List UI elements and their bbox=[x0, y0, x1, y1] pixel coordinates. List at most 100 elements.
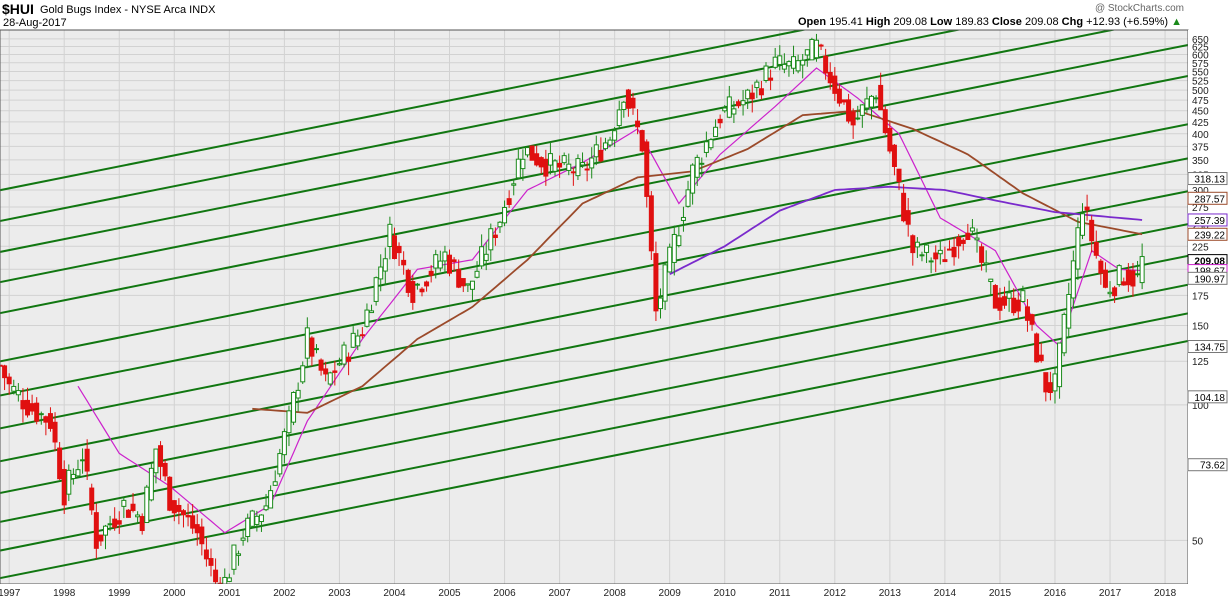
candle-body bbox=[534, 153, 540, 166]
candle-body bbox=[414, 283, 420, 286]
x-tick-label: 2017 bbox=[1099, 588, 1122, 599]
x-tick-label: 2013 bbox=[879, 588, 902, 599]
x-tick-label: 2016 bbox=[1044, 588, 1067, 599]
candle-body bbox=[735, 101, 741, 107]
candle-body bbox=[635, 120, 641, 128]
candle-body bbox=[341, 344, 347, 365]
candle-body bbox=[974, 237, 980, 241]
candle-body bbox=[38, 413, 44, 416]
candle-body bbox=[713, 126, 719, 138]
candle-body bbox=[1121, 281, 1127, 286]
candle-body bbox=[433, 254, 439, 269]
x-tick-label: 2007 bbox=[548, 588, 571, 599]
candle-body bbox=[263, 505, 269, 511]
candle-body bbox=[144, 486, 150, 524]
candle-body bbox=[121, 499, 127, 507]
y-tick-label: 150 bbox=[1192, 322, 1209, 333]
x-tick-label: 2018 bbox=[1154, 588, 1177, 599]
x-tick-label: 2014 bbox=[934, 588, 957, 599]
candle-body bbox=[1052, 373, 1058, 392]
candle-body bbox=[213, 569, 219, 583]
candle-body bbox=[1047, 382, 1053, 394]
candle-body bbox=[524, 147, 530, 156]
candle-body bbox=[905, 210, 911, 225]
channel-line bbox=[0, 283, 1188, 523]
candle-body bbox=[437, 260, 443, 269]
candle-body bbox=[488, 228, 494, 251]
candle-body bbox=[34, 402, 40, 422]
candle-body bbox=[951, 246, 957, 258]
candle-body bbox=[1070, 260, 1076, 299]
chart-date: 28-Aug-2017 bbox=[3, 17, 67, 29]
candle-body bbox=[281, 431, 287, 456]
candle-body bbox=[791, 56, 797, 69]
candle-body bbox=[451, 259, 457, 263]
plot-background bbox=[0, 30, 1188, 584]
candle-body bbox=[1015, 299, 1021, 312]
candle-body bbox=[171, 500, 177, 514]
candle-body bbox=[116, 520, 122, 525]
price-tag-label: 239.22 bbox=[1194, 230, 1225, 241]
candle-body bbox=[6, 376, 12, 385]
candle-body bbox=[910, 235, 916, 254]
candle-body bbox=[254, 515, 260, 525]
chart-header: $HUI Gold Bugs Index - NYSE Arca INDX 28… bbox=[0, 0, 1229, 30]
candle-body bbox=[57, 447, 63, 480]
candle-body bbox=[1112, 287, 1118, 297]
candle-body bbox=[167, 476, 173, 511]
candle-body bbox=[644, 141, 650, 197]
candle-body bbox=[538, 157, 544, 168]
candle-body bbox=[1093, 241, 1099, 256]
candle-body bbox=[447, 254, 453, 274]
candle-body bbox=[465, 283, 471, 286]
candle-body bbox=[580, 162, 586, 166]
candle-body bbox=[469, 280, 475, 290]
candle-body bbox=[593, 144, 599, 158]
candle-body bbox=[391, 235, 397, 260]
x-tick-label: 2006 bbox=[493, 588, 516, 599]
price-tag-box bbox=[1187, 213, 1228, 227]
channel-line bbox=[0, 74, 1188, 315]
candle-body bbox=[148, 467, 154, 501]
candle-body bbox=[268, 490, 274, 509]
y-tick-label: 50 bbox=[1192, 536, 1204, 547]
moving-average-line bbox=[669, 185, 1143, 276]
candle-body bbox=[589, 157, 595, 169]
x-tick-label: 2010 bbox=[714, 588, 737, 599]
candle-body bbox=[1102, 269, 1108, 288]
candle-body bbox=[1098, 260, 1104, 274]
candle-body bbox=[919, 254, 925, 257]
y-tick-label: 400 bbox=[1192, 130, 1209, 141]
x-tick-label: 1997 bbox=[0, 588, 21, 599]
candle-body bbox=[1020, 290, 1026, 302]
right-axis-background bbox=[1188, 30, 1229, 584]
candle-body bbox=[300, 365, 306, 383]
x-tick-label: 2000 bbox=[163, 588, 186, 599]
candle-body bbox=[1061, 313, 1067, 354]
symbol: $HUI bbox=[2, 1, 34, 17]
candle-body bbox=[960, 239, 966, 244]
candle-body bbox=[956, 236, 962, 247]
candle-body bbox=[708, 139, 714, 149]
candle-body bbox=[336, 363, 342, 366]
candle-body bbox=[731, 108, 737, 115]
candle-body bbox=[135, 514, 141, 518]
candle-body bbox=[382, 258, 388, 272]
candle-body bbox=[419, 288, 425, 293]
candle-body bbox=[61, 468, 67, 506]
candle-body bbox=[1066, 294, 1072, 329]
candle-body bbox=[781, 63, 787, 70]
candle-body bbox=[405, 269, 411, 293]
candle-body bbox=[758, 88, 764, 96]
candle-body bbox=[112, 518, 118, 528]
candle-body bbox=[84, 448, 90, 472]
candle-body bbox=[901, 192, 907, 222]
candle-body bbox=[602, 142, 608, 150]
candle-body bbox=[162, 462, 168, 477]
candle-body bbox=[424, 281, 430, 287]
price-tag-label: 134.75 bbox=[1194, 343, 1225, 354]
candle-body bbox=[373, 277, 379, 302]
candle-body bbox=[80, 459, 86, 462]
candle-body bbox=[158, 445, 164, 467]
candle-body bbox=[332, 370, 338, 373]
